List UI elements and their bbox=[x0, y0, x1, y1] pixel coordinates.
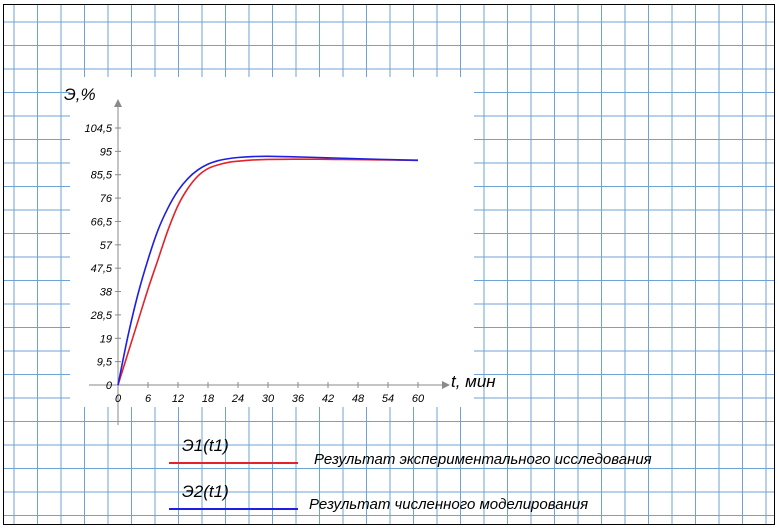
x-axis-arrow bbox=[442, 381, 450, 389]
y-tick-label: 95 bbox=[100, 146, 113, 158]
y-tick-label: 57 bbox=[100, 240, 113, 252]
y-tick-label: 19 bbox=[100, 333, 112, 345]
legend: Э1(t1) Результат экспериментального иссл… bbox=[169, 436, 652, 513]
y-tick-label: 47,5 bbox=[91, 263, 113, 275]
legend-item-series-1: Э1(t1) Результат экспериментального иссл… bbox=[169, 436, 652, 468]
y-tick-label: 66,5 bbox=[91, 216, 113, 228]
plot-background bbox=[70, 77, 474, 407]
legend-series-2-description: Результат численного моделирования bbox=[309, 496, 588, 513]
x-tick-label: 60 bbox=[412, 393, 425, 405]
x-tick-label: 6 bbox=[145, 393, 152, 405]
chart-canvas: 0 6 12 18 24 30 36 42 48 54 60 0 9,5 19 28,5 38 47,5 57 6… bbox=[4, 5, 774, 524]
y-tick-label: 85,5 bbox=[91, 170, 113, 182]
legend-series-2-name: Э2(t1) bbox=[182, 482, 229, 501]
x-tick-label: 42 bbox=[322, 393, 334, 405]
legend-series-1-description: Результат экспериментального исследовани… bbox=[314, 451, 652, 468]
y-axis-arrow bbox=[114, 99, 122, 107]
y-tick-label: 9,5 bbox=[97, 357, 113, 369]
y-tick-label: 38 bbox=[100, 287, 113, 299]
legend-item-series-2: Э2(t1) Результат численного моделировани… bbox=[169, 482, 588, 513]
x-tick-label: 0 bbox=[115, 393, 122, 405]
series-lines bbox=[117, 155, 419, 386]
y-axis-label: Э,% bbox=[64, 85, 96, 104]
x-tick-label: 24 bbox=[231, 393, 244, 405]
x-ticks: 0 6 12 18 24 30 36 42 48 54 60 bbox=[115, 382, 425, 405]
y-tick-label: 0 bbox=[106, 380, 113, 392]
x-axis-label: t, мин bbox=[451, 372, 496, 391]
y-tick-label: 28,5 bbox=[90, 310, 113, 322]
x-tick-label: 48 bbox=[352, 393, 365, 405]
y-ticks: 0 9,5 19 28,5 38 47,5 57 66,5 76 85,5 95 104,5 bbox=[84, 123, 121, 392]
x-tick-label: 18 bbox=[202, 393, 215, 405]
x-tick-label: 12 bbox=[172, 393, 184, 405]
y-tick-label: 76 bbox=[100, 193, 113, 205]
x-tick-label: 54 bbox=[382, 393, 394, 405]
chart-frame: 0 6 12 18 24 30 36 42 48 54 60 0 9,5 19 28,5 38 47,5 57 6… bbox=[3, 4, 775, 525]
y-tick-label: 104,5 bbox=[84, 123, 112, 135]
series-line-2 bbox=[117, 155, 419, 386]
legend-series-1-name: Э1(t1) bbox=[182, 436, 229, 455]
series-line-1 bbox=[117, 158, 419, 386]
x-tick-label: 30 bbox=[262, 393, 275, 405]
x-tick-label: 36 bbox=[292, 393, 305, 405]
